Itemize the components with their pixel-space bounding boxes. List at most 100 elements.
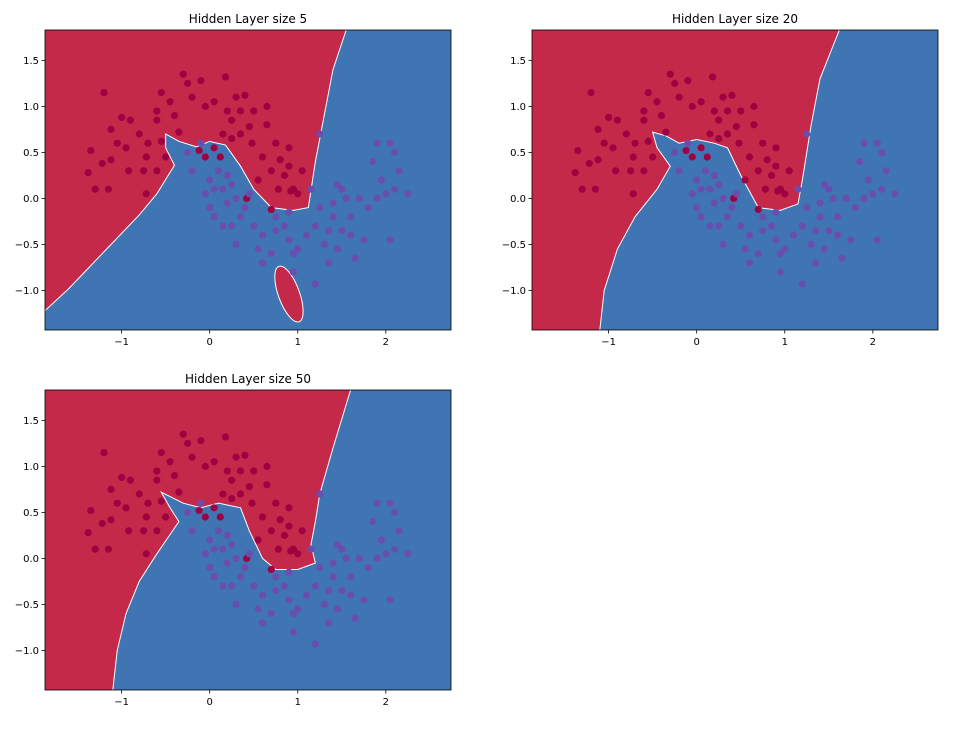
- data-point-class-1: [285, 568, 293, 576]
- plot-area: [45, 390, 451, 690]
- data-point-class-1: [803, 204, 811, 212]
- data-point-class-0: [142, 190, 150, 198]
- data-point-class-0: [594, 156, 602, 164]
- axes-frame: [44, 29, 452, 331]
- data-point-class-0: [715, 134, 723, 143]
- data-point-class-0: [201, 513, 209, 521]
- data-point-class-1: [404, 550, 412, 558]
- data-point-class-0: [675, 93, 683, 101]
- data-point-class-0: [107, 156, 115, 164]
- data-point-class-1: [184, 508, 192, 516]
- data-point-class-0: [785, 167, 793, 175]
- data-point-class-0: [248, 499, 256, 507]
- data-point-class-1: [732, 190, 740, 198]
- y-tick-label: 0.0: [23, 194, 39, 205]
- data-point-class-1: [373, 554, 381, 563]
- data-point-class-1: [258, 591, 267, 599]
- data-point-class-1: [232, 600, 240, 609]
- data-point-class-0: [258, 513, 267, 521]
- data-point-class-0: [125, 527, 133, 535]
- data-point-class-0: [153, 167, 161, 175]
- data-point-class-0: [627, 167, 635, 175]
- data-point-class-0: [613, 116, 622, 124]
- data-point-class-0: [162, 513, 170, 521]
- data-point-class-1: [219, 545, 227, 553]
- data-point-class-1: [316, 564, 324, 572]
- data-point-class-1: [811, 227, 820, 235]
- data-point-class-1: [745, 231, 754, 239]
- data-point-class-0: [228, 116, 236, 124]
- data-point-class-0: [210, 458, 218, 466]
- data-point-class-0: [715, 116, 723, 124]
- data-point-class-1: [820, 181, 828, 189]
- data-point-class-1: [373, 139, 381, 147]
- data-point-class-0: [142, 550, 150, 558]
- data-point-class-1: [272, 227, 280, 235]
- data-point-class-1: [693, 204, 701, 212]
- data-point-class-1: [710, 171, 718, 179]
- data-point-class-1: [869, 190, 877, 198]
- data-point-class-1: [206, 564, 214, 572]
- data-point-class-1: [316, 490, 324, 498]
- data-point-class-0: [745, 153, 754, 161]
- data-point-class-0: [125, 167, 133, 175]
- data-point-class-1: [697, 213, 705, 221]
- data-point-class-0: [285, 144, 293, 152]
- data-point-class-0: [587, 88, 595, 97]
- data-point-class-0: [280, 171, 289, 179]
- data-point-class-1: [206, 536, 214, 544]
- data-point-class-0: [100, 448, 108, 457]
- data-point-class-0: [622, 130, 630, 138]
- data-point-class-0: [723, 107, 732, 115]
- x-tick-label: 0: [207, 697, 213, 708]
- data-point-class-1: [386, 499, 394, 507]
- data-point-class-0: [640, 167, 648, 175]
- data-point-class-0: [195, 146, 203, 155]
- data-point-class-1: [188, 167, 196, 175]
- data-point-class-0: [144, 499, 152, 507]
- data-point-class-1: [395, 527, 403, 535]
- data-point-class-0: [272, 139, 280, 147]
- data-point-class-1: [834, 213, 842, 221]
- data-point-class-1: [294, 245, 302, 253]
- data-point-class-1: [201, 190, 209, 198]
- data-point-class-1: [355, 554, 364, 563]
- region-class-0-island: [274, 265, 304, 323]
- data-point-class-1: [355, 194, 364, 203]
- data-point-class-1: [386, 139, 394, 147]
- data-point-class-1: [210, 573, 218, 581]
- axes-frame: [531, 29, 939, 331]
- data-point-class-0: [774, 187, 782, 195]
- data-point-class-0: [294, 550, 302, 558]
- data-point-class-1: [223, 531, 231, 539]
- data-point-class-1: [706, 222, 714, 230]
- data-point-class-0: [228, 134, 236, 143]
- data-point-class-1: [289, 628, 297, 636]
- data-point-class-1: [715, 222, 723, 230]
- data-point-class-0: [578, 185, 586, 193]
- data-point-class-0: [682, 146, 690, 155]
- data-point-class-1: [816, 199, 824, 207]
- region-class-0: [45, 30, 347, 311]
- data-point-class-1: [280, 222, 289, 230]
- data-point-class-1: [342, 554, 350, 563]
- data-point-class-1: [250, 222, 258, 230]
- data-point-class-1: [311, 640, 319, 648]
- data-point-class-1: [320, 600, 328, 609]
- data-point-class-1: [316, 204, 324, 212]
- data-point-class-1: [338, 545, 346, 553]
- data-point-class-1: [386, 236, 394, 244]
- data-point-class-0: [210, 144, 218, 152]
- data-point-class-0: [644, 88, 652, 97]
- data-point-class-0: [113, 499, 121, 507]
- data-point-class-1: [820, 245, 828, 253]
- data-point-class-0: [162, 153, 170, 161]
- data-point-class-1: [873, 236, 881, 244]
- x-tick-label: −1: [601, 337, 616, 348]
- data-point-class-1: [333, 605, 341, 613]
- data-point-class-0: [107, 125, 115, 133]
- data-point-class-1: [236, 213, 245, 221]
- data-point-class-1: [206, 204, 214, 212]
- y-tick-label: 1.0: [23, 102, 39, 113]
